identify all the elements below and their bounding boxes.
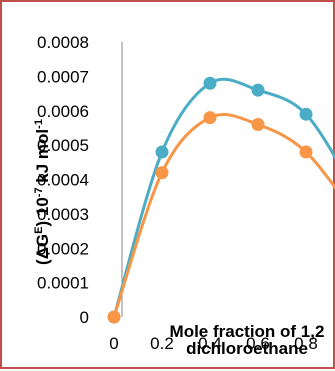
data-point-series-1 bbox=[156, 146, 169, 159]
y-axis-title: (ΔGE) 10-7 kJ mol-1 bbox=[33, 119, 52, 265]
y-tick-label: 0 bbox=[80, 308, 89, 327]
y-tick-label: 0.0006 bbox=[37, 102, 89, 121]
data-point-series-1 bbox=[300, 108, 313, 121]
series-group bbox=[108, 77, 335, 324]
data-point-series-2 bbox=[300, 146, 313, 159]
data-point-series-2 bbox=[204, 111, 217, 124]
series-line-2 bbox=[114, 114, 335, 317]
y-tick-label: 0.0001 bbox=[37, 274, 89, 293]
data-point-series-1 bbox=[204, 77, 217, 90]
y-tick-label: 0.0008 bbox=[37, 33, 89, 52]
data-point-series-2 bbox=[108, 311, 121, 324]
data-point-series-2 bbox=[252, 118, 265, 131]
data-point-series-1 bbox=[252, 84, 265, 97]
y-tick-label: 0.0007 bbox=[37, 67, 89, 86]
data-point-series-2 bbox=[156, 166, 169, 179]
x-tick-label: 0 bbox=[109, 334, 118, 353]
